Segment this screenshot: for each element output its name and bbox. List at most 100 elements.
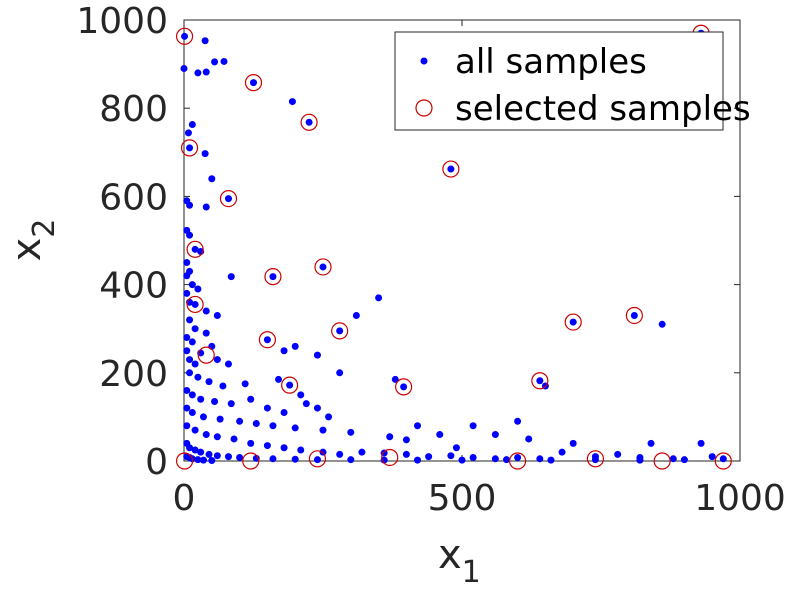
all-sample-point-150 — [502, 456, 510, 464]
all-sample-point-3 — [194, 69, 202, 77]
selected-sample-point-22 — [381, 448, 399, 467]
selected-sample-point-12 — [258, 331, 276, 349]
all-sample-point-29 — [194, 285, 202, 293]
all-sample-point-59 — [191, 360, 199, 368]
all-sample-point-64 — [241, 380, 249, 388]
selected-sample-point-16 — [281, 376, 299, 394]
selected-sample-point-13 — [331, 322, 349, 340]
all-sample-point-8 — [288, 98, 296, 106]
all-sample-point-85 — [188, 408, 196, 416]
legend-marker-selected-samples — [415, 99, 433, 117]
all-sample-point-53 — [313, 351, 321, 359]
all-sample-point-152 — [591, 456, 599, 464]
all-sample-point-122 — [536, 455, 544, 463]
all-sample-point-30 — [227, 273, 235, 281]
all-sample-point-66 — [286, 381, 294, 389]
all-sample-point-79 — [280, 408, 288, 416]
all-sample-point-149 — [458, 456, 466, 464]
all-sample-point-60 — [186, 369, 194, 377]
all-sample-point-107 — [230, 435, 238, 443]
all-sample-point-35 — [191, 300, 199, 308]
x-axis-label: x1 — [438, 532, 481, 590]
all-sample-point-54 — [569, 318, 577, 326]
all-sample-point-82 — [313, 404, 321, 412]
all-sample-point-41 — [183, 334, 191, 342]
legend-marker-all-samples — [420, 57, 428, 65]
all-sample-point-2 — [180, 65, 188, 73]
selected-sample-point-23 — [508, 452, 527, 470]
y-tick-label-5: 1000 — [76, 1, 168, 42]
selected-sample-point-17 — [395, 378, 413, 396]
all-sample-point-143 — [269, 455, 277, 463]
all-sample-point-130 — [680, 456, 688, 464]
selected-sample-point-11 — [197, 346, 215, 364]
all-sample-point-32 — [319, 263, 327, 271]
all-sample-point-102 — [525, 435, 533, 443]
all-sample-point-145 — [313, 456, 321, 464]
all-sample-point-109 — [263, 442, 271, 450]
all-sample-point-114 — [358, 448, 366, 456]
selected-sample-point-1 — [244, 74, 263, 92]
x-tick-label-2: 1000 — [694, 478, 786, 519]
all-sample-point-131 — [697, 439, 705, 447]
all-sample-point-52 — [280, 347, 288, 355]
all-sample-point-116 — [402, 450, 410, 458]
all-sample-point-120 — [491, 455, 499, 463]
all-sample-point-94 — [386, 433, 394, 441]
selected-sample-point-0 — [175, 27, 194, 45]
all-sample-point-28 — [188, 281, 196, 289]
all-sample-point-100 — [491, 431, 499, 439]
all-sample-point-58 — [186, 356, 194, 364]
all-sample-point-46 — [224, 360, 232, 368]
x-tick-label-1: 500 — [428, 478, 497, 519]
y-tick-label-0: 0 — [145, 442, 168, 483]
selected-samples-points — [175, 24, 732, 470]
x-tick-label-0: 0 — [173, 478, 196, 519]
all-sample-point-136 — [191, 446, 199, 454]
all-sample-point-90 — [269, 422, 277, 430]
all-sample-point-42 — [188, 338, 196, 346]
all-sample-point-124 — [569, 439, 577, 447]
legend-label-selected-samples: selected samples — [455, 89, 751, 129]
all-sample-point-47 — [263, 336, 271, 344]
all-sample-point-51 — [375, 294, 383, 302]
all-sample-point-63 — [219, 382, 227, 390]
all-sample-point-113 — [336, 450, 344, 458]
all-sample-point-80 — [297, 391, 305, 399]
all-sample-point-117 — [425, 453, 433, 461]
all-sample-point-87 — [216, 415, 224, 423]
all-sample-point-159 — [208, 457, 216, 465]
all-sample-point-22 — [186, 231, 194, 239]
all-sample-point-148 — [414, 456, 422, 464]
all-sample-point-86 — [199, 413, 207, 421]
selected-sample-point-4 — [180, 139, 199, 157]
all-sample-point-84 — [183, 404, 191, 412]
selected-sample-point-18 — [531, 372, 549, 390]
all-sample-point-93 — [347, 428, 355, 436]
selected-sample-point-8 — [264, 268, 282, 286]
all-sample-point-17 — [224, 195, 232, 203]
all-sample-point-20 — [186, 201, 194, 209]
all-sample-point-4 — [202, 68, 210, 76]
all-sample-point-7 — [250, 79, 257, 87]
all-sample-point-68 — [391, 375, 399, 383]
all-sample-point-95 — [402, 436, 410, 444]
all-sample-point-55 — [630, 311, 638, 319]
legend-box — [394, 31, 724, 131]
all-sample-point-92 — [319, 426, 327, 434]
selected-sample-point-6 — [219, 190, 238, 208]
all-sample-point-45 — [213, 356, 221, 364]
all-sample-point-76 — [227, 400, 235, 408]
all-samples-points — [180, 29, 727, 465]
all-sample-point-73 — [188, 391, 196, 399]
all-sample-point-65 — [275, 375, 283, 383]
all-sample-point-57 — [183, 347, 191, 355]
all-sample-point-121 — [514, 453, 522, 461]
all-sample-point-144 — [291, 455, 299, 463]
all-sample-point-0 — [181, 32, 189, 40]
selected-sample-point-25 — [653, 452, 671, 470]
all-sample-point-48 — [291, 342, 299, 350]
all-sample-point-72 — [183, 386, 191, 394]
all-sample-point-12 — [188, 121, 196, 129]
